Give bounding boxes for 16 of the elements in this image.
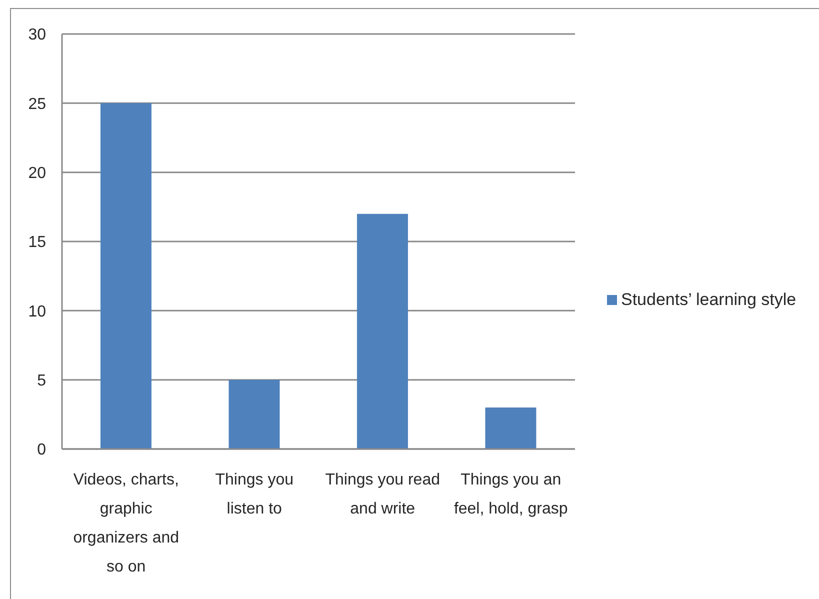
- y-tick-label: 0: [37, 442, 46, 459]
- x-tick-label: Things you listen to: [215, 471, 294, 518]
- x-tick-label: Things you an feel, hold, grasp: [454, 471, 568, 518]
- y-tick-label: 10: [28, 303, 46, 320]
- bar: [100, 103, 152, 449]
- y-tick-label: 25: [28, 96, 46, 113]
- legend-label: Students’ learning style: [621, 290, 796, 308]
- y-tick-label: 30: [28, 26, 46, 44]
- bar: [485, 408, 536, 449]
- x-tick-label: Things you read and write: [325, 471, 440, 518]
- bar: [228, 380, 280, 449]
- y-tick-label: 20: [28, 165, 46, 182]
- y-tick-label: 15: [28, 234, 46, 252]
- y-tick-label: 5: [37, 372, 46, 390]
- bar: [356, 214, 408, 449]
- x-tick-label: Videos, charts, graphic organizers and so on: [73, 471, 180, 576]
